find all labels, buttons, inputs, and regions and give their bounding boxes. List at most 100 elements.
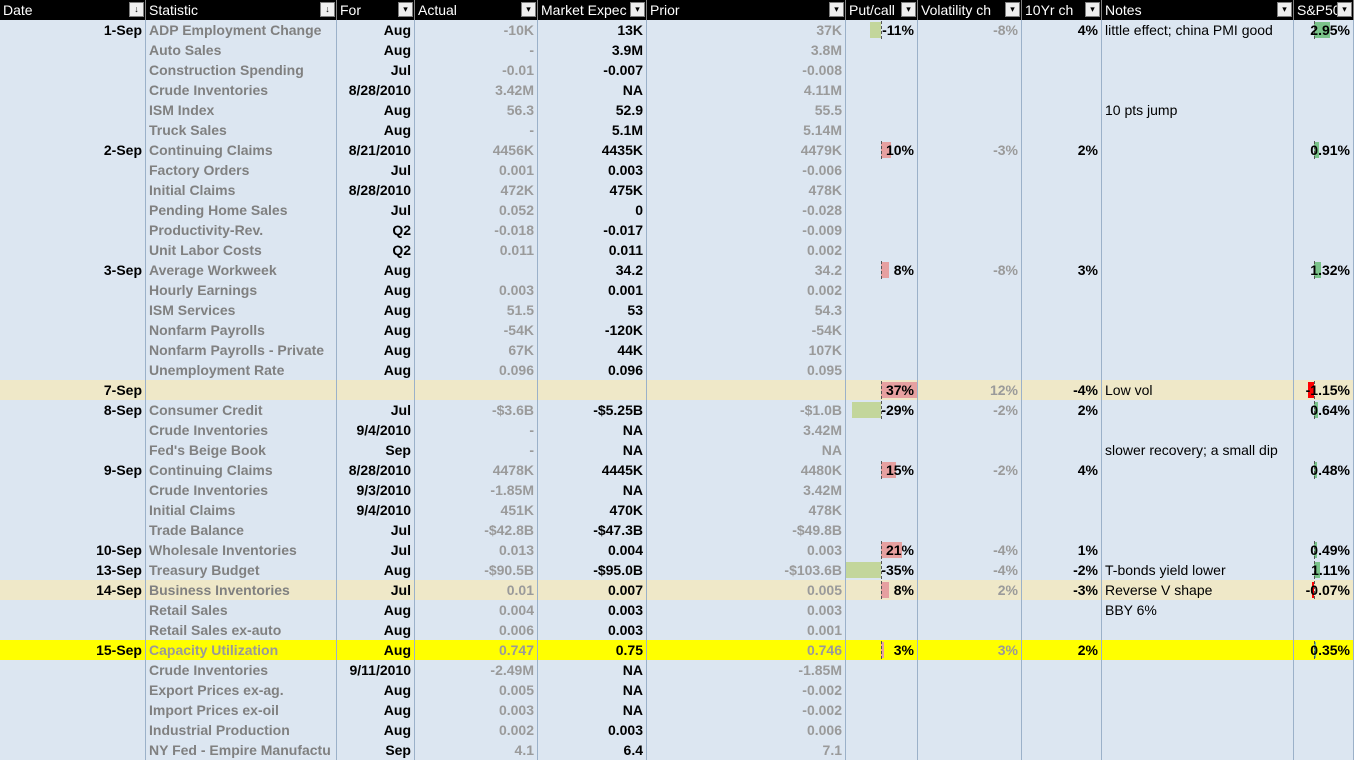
actual-cell[interactable]: 4478K [415, 460, 538, 480]
ten-year-change-cell[interactable] [1022, 200, 1102, 220]
market-expected-cell[interactable]: -$5.25B [538, 400, 647, 420]
date-cell[interactable] [0, 220, 146, 240]
ten-year-change-cell[interactable] [1022, 240, 1102, 260]
notes-cell[interactable] [1102, 40, 1294, 60]
for-cell[interactable]: Aug [337, 260, 415, 280]
statistic-cell[interactable]: Pending Home Sales [146, 200, 337, 220]
volatility-change-cell[interactable]: -8% [918, 20, 1022, 40]
for-cell[interactable]: Q2 [337, 220, 415, 240]
date-cell[interactable] [0, 620, 146, 640]
date-cell[interactable]: 10-Sep [0, 540, 146, 560]
prior-cell[interactable]: 4.11M [647, 80, 846, 100]
notes-cell[interactable] [1102, 620, 1294, 640]
sp500-cell[interactable] [1294, 480, 1354, 500]
filter-dropdown-icon[interactable]: ↓ [320, 2, 335, 17]
for-cell[interactable]: Aug [337, 100, 415, 120]
ten-year-change-cell[interactable] [1022, 360, 1102, 380]
put-call-cell[interactable]: 21% [846, 540, 918, 560]
sp500-cell[interactable] [1294, 280, 1354, 300]
volatility-change-cell[interactable] [918, 480, 1022, 500]
notes-cell[interactable] [1102, 320, 1294, 340]
market-expected-cell[interactable]: 34.2 [538, 260, 647, 280]
volatility-change-cell[interactable] [918, 100, 1022, 120]
notes-cell[interactable] [1102, 540, 1294, 560]
notes-cell[interactable] [1102, 60, 1294, 80]
market-expected-cell[interactable]: 0.003 [538, 620, 647, 640]
date-cell[interactable]: 14-Sep [0, 580, 146, 600]
ten-year-change-cell[interactable]: -2% [1022, 560, 1102, 580]
volatility-change-cell[interactable] [918, 600, 1022, 620]
statistic-cell[interactable]: Trade Balance [146, 520, 337, 540]
prior-cell[interactable]: 3.42M [647, 480, 846, 500]
put-call-cell[interactable] [846, 320, 918, 340]
prior-cell[interactable]: -$49.8B [647, 520, 846, 540]
statistic-cell[interactable]: Export Prices ex-ag. [146, 680, 337, 700]
statistic-cell[interactable]: Crude Inventories [146, 420, 337, 440]
actual-cell[interactable]: 3.42M [415, 80, 538, 100]
volatility-change-cell[interactable] [918, 620, 1022, 640]
prior-cell[interactable]: 478K [647, 500, 846, 520]
statistic-cell[interactable]: Initial Claims [146, 500, 337, 520]
ten-year-change-cell[interactable]: 2% [1022, 640, 1102, 660]
for-cell[interactable]: Aug [337, 20, 415, 40]
volatility-change-cell[interactable] [918, 700, 1022, 720]
volatility-change-cell[interactable] [918, 220, 1022, 240]
sp500-cell[interactable] [1294, 220, 1354, 240]
market-expected-cell[interactable]: -$47.3B [538, 520, 647, 540]
statistic-cell[interactable]: Crude Inventories [146, 480, 337, 500]
volatility-change-cell[interactable] [918, 680, 1022, 700]
sp500-cell[interactable] [1294, 120, 1354, 140]
prior-cell[interactable]: -0.006 [647, 160, 846, 180]
header-for[interactable]: For ▾ [337, 0, 415, 20]
put-call-cell[interactable] [846, 700, 918, 720]
notes-cell[interactable] [1102, 80, 1294, 100]
ten-year-change-cell[interactable] [1022, 280, 1102, 300]
actual-cell[interactable]: 0.003 [415, 280, 538, 300]
statistic-cell[interactable]: ADP Employment Change [146, 20, 337, 40]
sp500-cell[interactable]: 1.11% [1294, 560, 1354, 580]
prior-cell[interactable]: -0.008 [647, 60, 846, 80]
ten-year-change-cell[interactable] [1022, 440, 1102, 460]
date-cell[interactable] [0, 360, 146, 380]
actual-cell[interactable]: 0.013 [415, 540, 538, 560]
date-cell[interactable] [0, 60, 146, 80]
ten-year-change-cell[interactable] [1022, 680, 1102, 700]
sp500-cell[interactable] [1294, 740, 1354, 760]
statistic-cell[interactable]: ISM Index [146, 100, 337, 120]
statistic-cell[interactable]: NY Fed - Empire Manufactu [146, 740, 337, 760]
volatility-change-cell[interactable]: 12% [918, 380, 1022, 400]
statistic-cell[interactable]: Business Inventories [146, 580, 337, 600]
market-expected-cell[interactable]: 0.75 [538, 640, 647, 660]
volatility-change-cell[interactable] [918, 120, 1022, 140]
ten-year-change-cell[interactable]: -3% [1022, 580, 1102, 600]
actual-cell[interactable]: 0.052 [415, 200, 538, 220]
notes-cell[interactable] [1102, 420, 1294, 440]
actual-cell[interactable]: -54K [415, 320, 538, 340]
market-expected-cell[interactable]: 44K [538, 340, 647, 360]
actual-cell[interactable]: 51.5 [415, 300, 538, 320]
put-call-cell[interactable] [846, 160, 918, 180]
volatility-change-cell[interactable]: -8% [918, 260, 1022, 280]
prior-cell[interactable]: 0.006 [647, 720, 846, 740]
put-call-cell[interactable] [846, 680, 918, 700]
statistic-cell[interactable]: Industrial Production [146, 720, 337, 740]
actual-cell[interactable]: 0.01 [415, 580, 538, 600]
market-expected-cell[interactable] [538, 380, 647, 400]
for-cell[interactable]: Aug [337, 340, 415, 360]
statistic-cell[interactable]: Fed's Beige Book [146, 440, 337, 460]
date-cell[interactable] [0, 340, 146, 360]
ten-year-change-cell[interactable] [1022, 220, 1102, 240]
for-cell[interactable]: Aug [337, 320, 415, 340]
notes-cell[interactable] [1102, 200, 1294, 220]
notes-cell[interactable] [1102, 140, 1294, 160]
for-cell[interactable]: Jul [337, 540, 415, 560]
ten-year-change-cell[interactable] [1022, 300, 1102, 320]
notes-cell[interactable] [1102, 660, 1294, 680]
sp500-cell[interactable] [1294, 440, 1354, 460]
market-expected-cell[interactable]: 0.001 [538, 280, 647, 300]
prior-cell[interactable]: 0.746 [647, 640, 846, 660]
for-cell[interactable]: Aug [337, 40, 415, 60]
prior-cell[interactable]: -$103.6B [647, 560, 846, 580]
put-call-cell[interactable] [846, 420, 918, 440]
notes-cell[interactable]: slower recovery; a small dip [1102, 440, 1294, 460]
